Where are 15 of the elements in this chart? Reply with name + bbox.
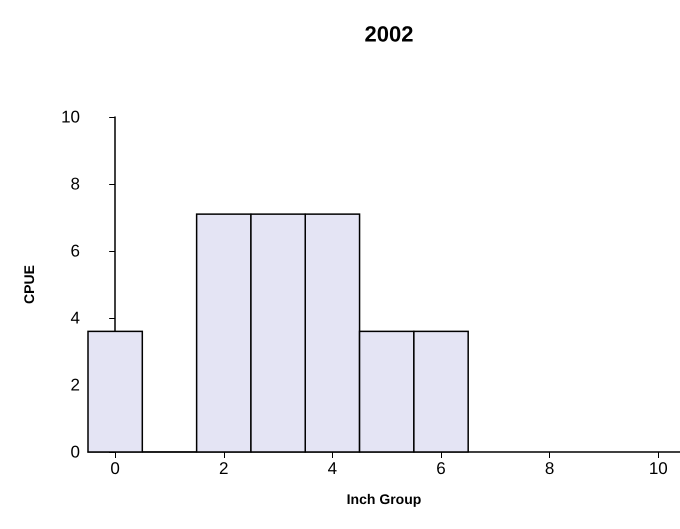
x-tick-label: 4 xyxy=(328,459,338,478)
y-tick-label: 2 xyxy=(70,376,80,394)
y-tick-label: 6 xyxy=(70,242,80,260)
chart-title: 2002 xyxy=(364,22,414,46)
x-axis-title: Inch Group xyxy=(346,491,422,507)
x-tick-label: 6 xyxy=(436,459,446,478)
x-tick-label: 10 xyxy=(648,459,668,478)
y-tick-label: 8 xyxy=(70,174,80,194)
y-axis-title: CPUE xyxy=(21,265,37,304)
y-tick-label: 10 xyxy=(61,108,80,126)
y-tick-label: 4 xyxy=(70,308,80,328)
y-tick-label: 0 xyxy=(70,442,80,462)
x-tick-label: 8 xyxy=(544,459,554,478)
x-tick-label: 2 xyxy=(219,459,229,478)
x-tick-label: 0 xyxy=(110,459,120,478)
